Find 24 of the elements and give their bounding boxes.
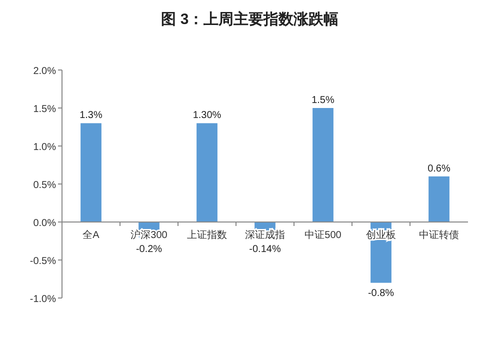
y-tick-label: 2.0% bbox=[33, 66, 56, 77]
data-label: 1.3% bbox=[80, 110, 103, 122]
data-label: -0.14% bbox=[249, 244, 281, 255]
x-tick-label: 深证成指 bbox=[245, 229, 285, 241]
bar bbox=[428, 176, 450, 222]
data-label: 1.5% bbox=[312, 95, 335, 106]
data-label: 1.30% bbox=[192, 110, 222, 122]
chart-title: 图 3：上周主要指数涨跌幅 bbox=[161, 10, 339, 28]
y-tick-label: -1.0% bbox=[30, 294, 56, 305]
y-tick-label: 0.0% bbox=[33, 218, 56, 229]
bar bbox=[196, 123, 218, 222]
y-tick-label: 0.5% bbox=[33, 180, 56, 191]
y-tick-label: -0.5% bbox=[30, 256, 56, 267]
bar bbox=[80, 123, 102, 222]
y-tick-label: 1.0% bbox=[33, 142, 56, 153]
x-tick-label: 中证500 bbox=[304, 229, 342, 241]
y-tick-label: 1.5% bbox=[33, 104, 56, 115]
data-label: -0.2% bbox=[136, 244, 162, 255]
data-label: 0.6% bbox=[428, 163, 451, 174]
bar bbox=[312, 108, 334, 222]
x-tick-label: 上证指数 bbox=[187, 229, 227, 241]
data-label: -0.8% bbox=[368, 288, 394, 299]
x-tick-label: 中证转债 bbox=[419, 229, 459, 241]
x-tick-label: 全A bbox=[82, 229, 100, 241]
